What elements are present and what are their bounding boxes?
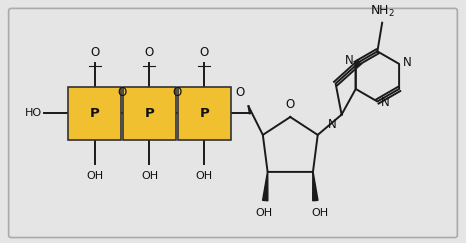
Text: N: N xyxy=(381,96,390,109)
Text: NH$_2$: NH$_2$ xyxy=(370,4,395,19)
Text: O: O xyxy=(286,98,295,111)
Text: O: O xyxy=(90,45,99,59)
Text: OH: OH xyxy=(255,208,273,218)
FancyBboxPatch shape xyxy=(9,9,457,237)
Bar xyxy=(178,87,231,140)
Text: OH: OH xyxy=(196,171,213,181)
Text: N: N xyxy=(403,56,411,69)
Text: O: O xyxy=(200,45,209,59)
Polygon shape xyxy=(263,172,268,201)
Text: P: P xyxy=(144,107,154,120)
Text: P: P xyxy=(89,107,99,120)
Text: OH: OH xyxy=(86,171,103,181)
Text: OH: OH xyxy=(312,208,329,218)
Text: HO: HO xyxy=(25,108,42,118)
Text: O: O xyxy=(145,45,154,59)
Text: O: O xyxy=(235,86,245,99)
Polygon shape xyxy=(313,172,318,201)
Text: N: N xyxy=(345,54,354,67)
Text: N: N xyxy=(328,118,337,131)
Bar xyxy=(123,87,176,140)
Text: OH: OH xyxy=(141,171,158,181)
Text: P: P xyxy=(199,107,209,120)
Text: O: O xyxy=(172,86,182,99)
Bar xyxy=(69,87,121,140)
Text: O: O xyxy=(117,86,127,99)
